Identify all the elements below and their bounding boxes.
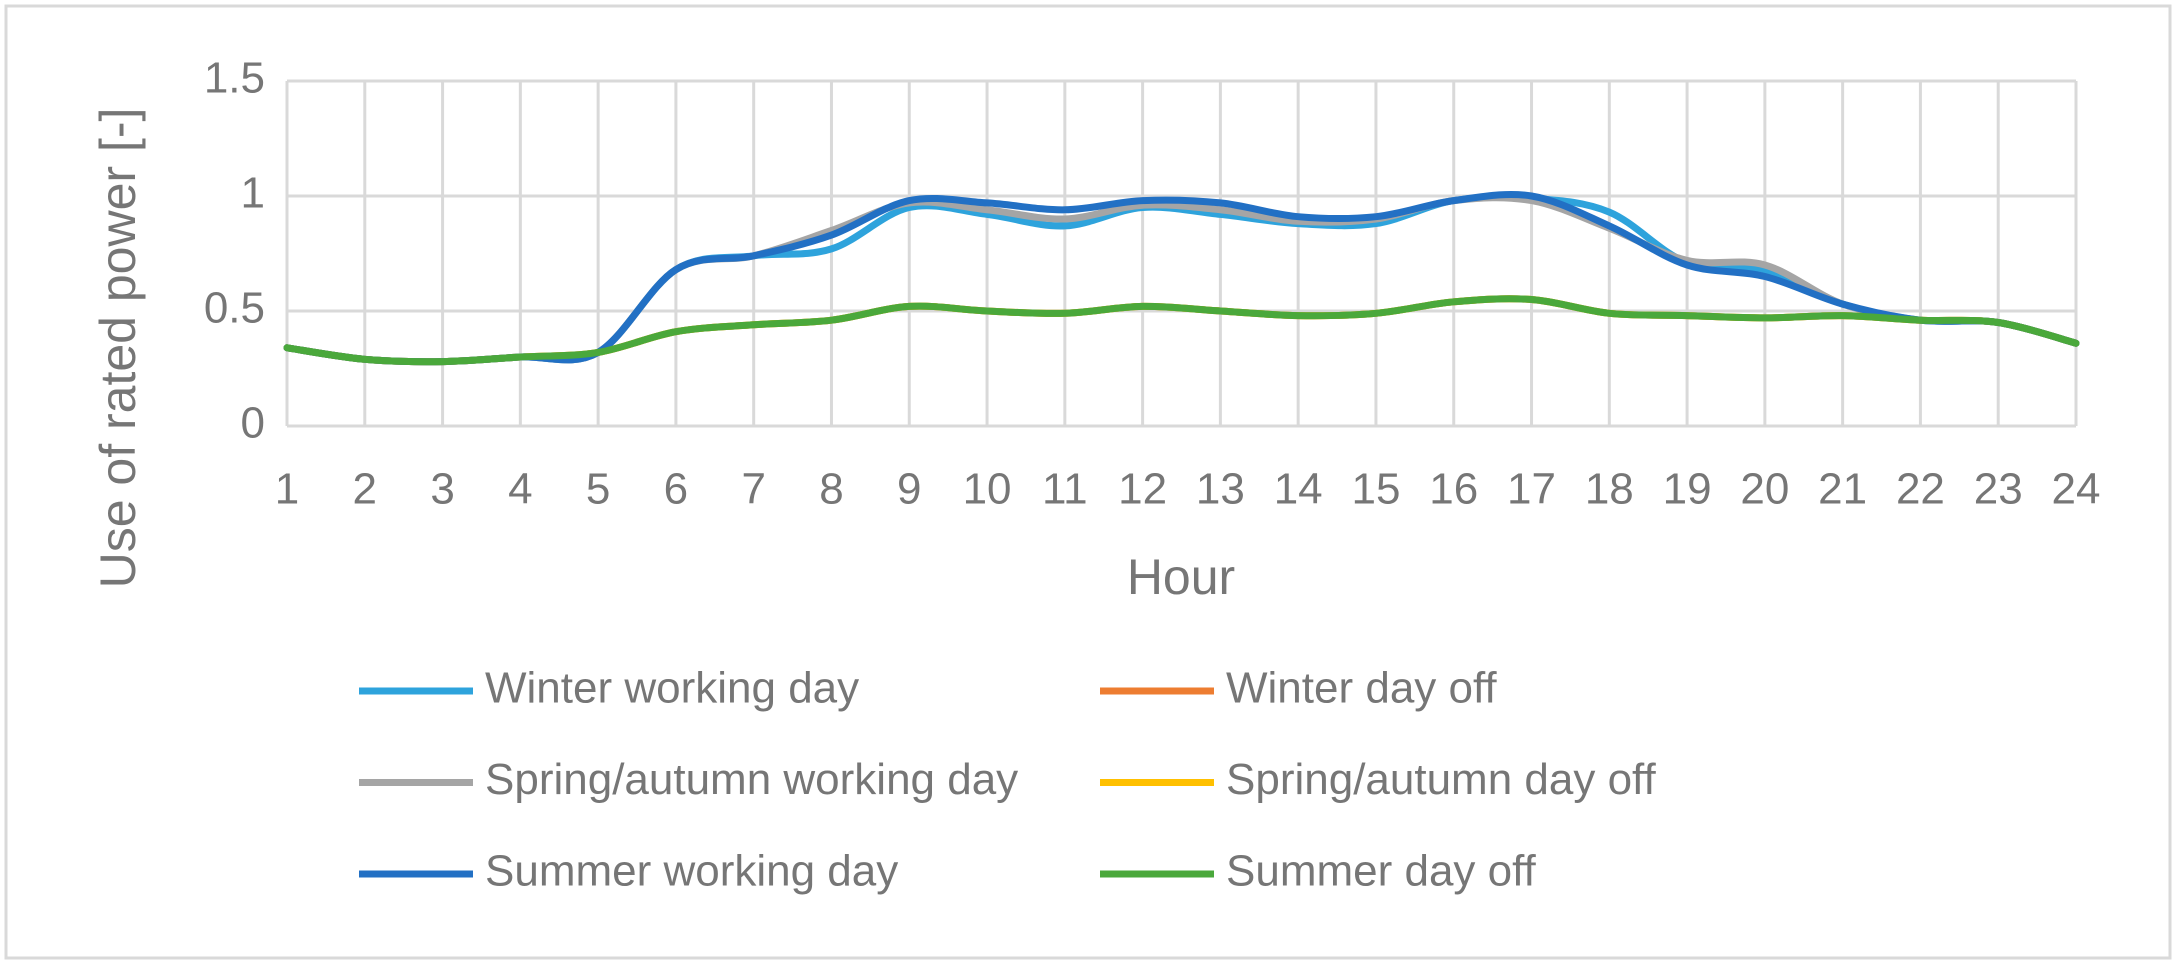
legend-label: Spring/autumn day off	[1226, 755, 1656, 804]
x-tick-label: 16	[1429, 465, 1478, 514]
x-tick-label: 15	[1351, 465, 1400, 514]
legend-label: Spring/autumn working day	[485, 755, 1018, 804]
x-tick-label: 12	[1118, 465, 1167, 514]
y-tick-label: 0	[241, 399, 265, 448]
x-tick-label: 22	[1896, 465, 1945, 514]
legend-label: Winter day off	[1226, 664, 1497, 713]
x-tick-label: 6	[664, 465, 688, 514]
x-tick-label: 9	[897, 465, 921, 514]
x-tick-label: 5	[586, 465, 610, 514]
x-axis-title: Hour	[1127, 549, 1235, 605]
x-tick-label: 3	[430, 465, 454, 514]
x-tick-label: 10	[963, 465, 1012, 514]
series-line	[283, 295, 2080, 366]
y-tick-label: 0.5	[204, 284, 265, 333]
x-tick-label: 2	[353, 465, 377, 514]
x-tick-label: 11	[1042, 465, 1088, 514]
x-tick-label: 1	[275, 465, 299, 514]
x-tick-label: 23	[1974, 465, 2023, 514]
y-tick-label: 1.5	[204, 54, 265, 103]
x-tick-label: 24	[2052, 465, 2101, 514]
legend-label: Summer working day	[485, 847, 898, 896]
x-tick-label: 7	[741, 465, 765, 514]
x-tick-label: 13	[1196, 465, 1245, 514]
x-tick-label: 20	[1740, 465, 1789, 514]
x-tick-label: 18	[1585, 465, 1634, 514]
x-tick-label: 14	[1274, 465, 1323, 514]
legend-label: Winter working day	[485, 664, 859, 713]
y-axis-title: Use of rated power [-]	[90, 108, 146, 589]
x-tick-label: 4	[508, 465, 532, 514]
y-tick-label: 1	[241, 169, 265, 218]
x-tick-label: 8	[819, 465, 843, 514]
x-tick-label: 17	[1507, 465, 1556, 514]
x-tick-label: 19	[1663, 465, 1712, 514]
chart-border	[4, 4, 2172, 960]
x-tick-label: 21	[1818, 465, 1867, 514]
legend-label: Summer day off	[1226, 847, 1537, 896]
